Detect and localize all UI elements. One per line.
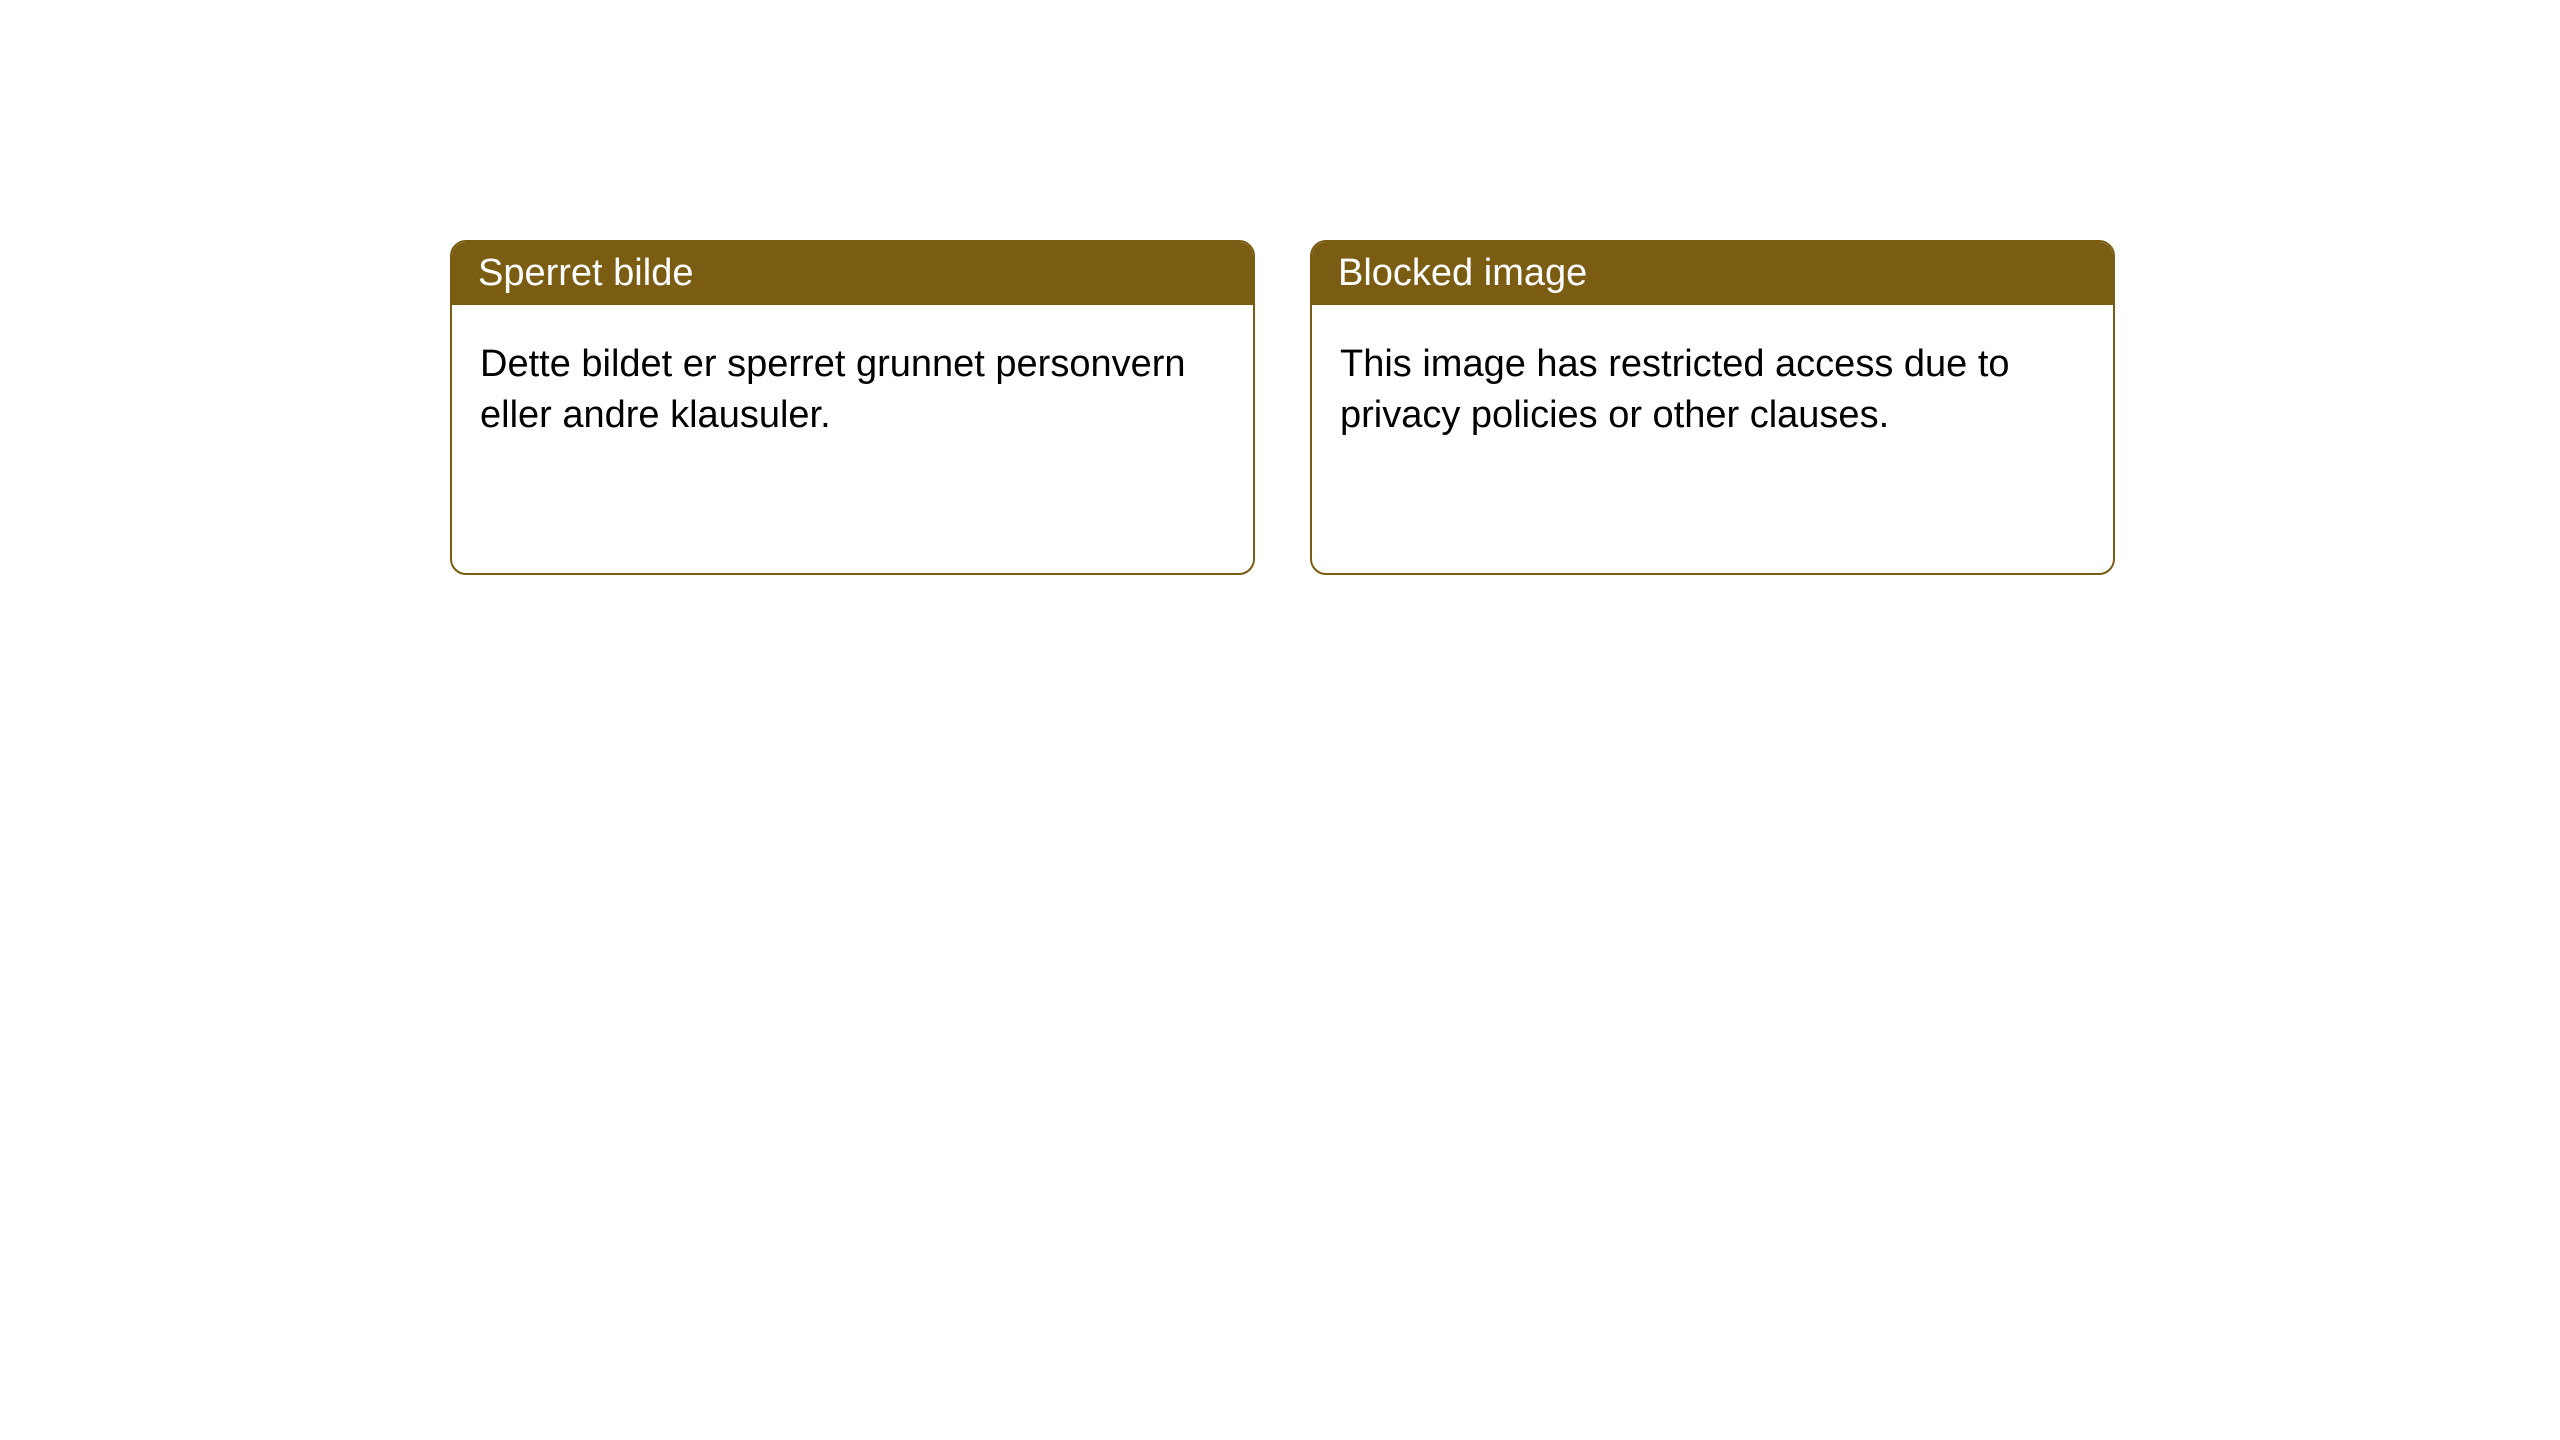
card-body: This image has restricted access due to …	[1312, 305, 2113, 476]
card-title: Blocked image	[1338, 252, 1587, 294]
card-body: Dette bildet er sperret grunnet personve…	[452, 305, 1253, 476]
card-title: Sperret bilde	[478, 252, 693, 294]
card-header: Blocked image	[1312, 242, 2113, 305]
card-message: This image has restricted access due to …	[1340, 343, 2010, 436]
card-message: Dette bildet er sperret grunnet personve…	[480, 343, 1186, 436]
notice-card-norwegian: Sperret bilde Dette bildet er sperret gr…	[450, 240, 1255, 575]
card-header: Sperret bilde	[452, 242, 1253, 305]
notice-card-english: Blocked image This image has restricted …	[1310, 240, 2115, 575]
notice-container: Sperret bilde Dette bildet er sperret gr…	[0, 0, 2560, 575]
